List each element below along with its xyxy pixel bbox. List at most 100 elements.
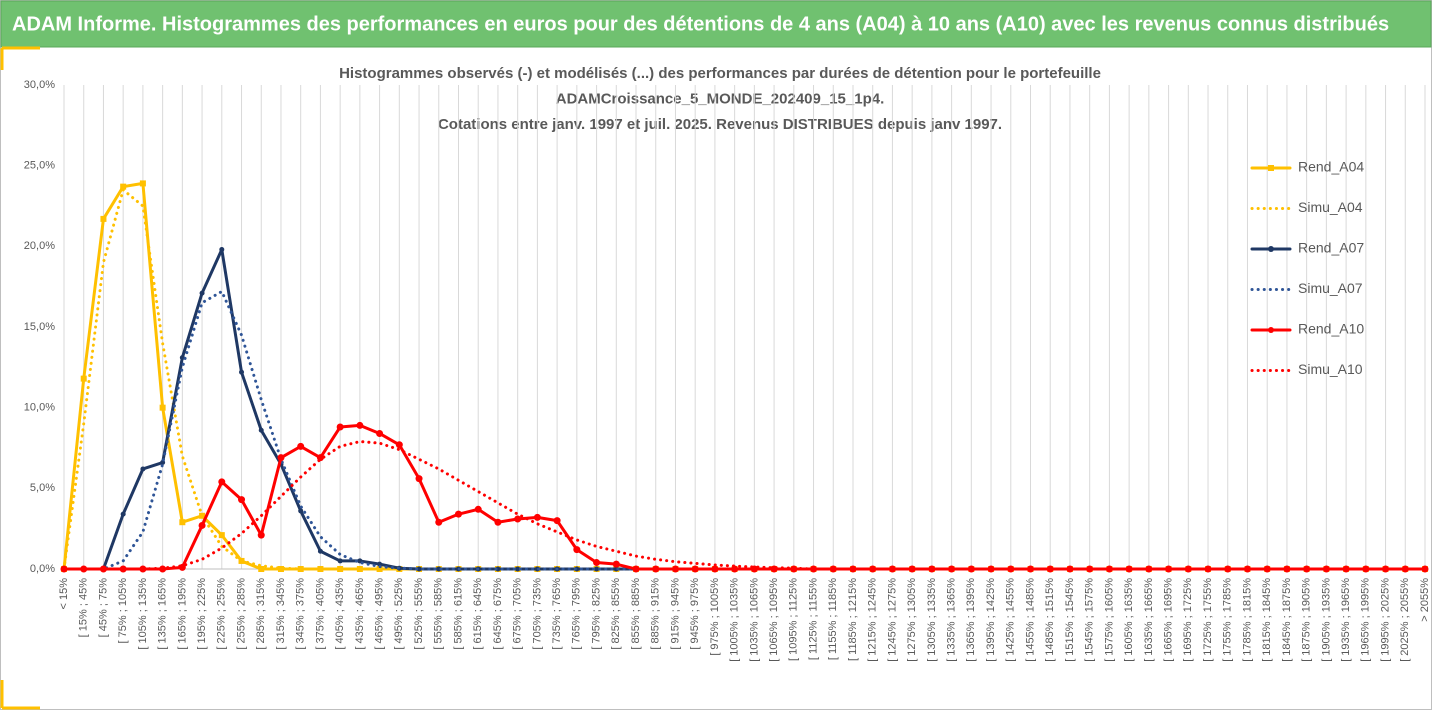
x-tick-label: [ 75% ; 105%: [117, 578, 129, 644]
legend-label: Rend_A04: [1298, 159, 1364, 175]
marker: [1342, 565, 1350, 573]
marker: [179, 355, 185, 361]
marker: [337, 566, 344, 572]
marker: [435, 518, 443, 526]
x-tick-label: [ 225% ; 255%: [216, 578, 228, 650]
marker: [99, 565, 107, 573]
marker: [298, 508, 304, 514]
marker: [1283, 565, 1291, 573]
marker: [1027, 565, 1035, 573]
marker: [356, 566, 363, 572]
legend-marker: [1268, 165, 1274, 171]
x-tick-label: [ 45% ; 75%: [97, 578, 109, 638]
x-tick-label: [ 1575% ; 1605%: [1103, 578, 1115, 662]
marker: [277, 454, 285, 462]
y-tick-label: 20,0%: [24, 240, 55, 252]
x-tick-label: [ 1215% ; 1245%: [867, 578, 879, 662]
marker: [395, 441, 403, 449]
y-tick-label: 30,0%: [24, 79, 55, 91]
x-tick-label: [ 165% ; 195%: [176, 578, 188, 650]
x-tick-label: [ 1035% ; 1065%: [748, 578, 760, 662]
x-tick-label: [ 1365% ; 1395%: [965, 578, 977, 662]
x-tick-label: [ 1905% ; 1935%: [1320, 578, 1332, 662]
x-tick-label: [ 435% ; 465%: [354, 578, 366, 650]
x-tick-label: [ 465% ; 495%: [374, 578, 386, 650]
marker: [80, 375, 87, 382]
marker: [119, 565, 127, 573]
marker: [691, 565, 699, 573]
x-tick-label: [ 405% ; 435%: [334, 578, 346, 650]
x-tick-label: [ 825% ; 855%: [610, 578, 622, 650]
chart-title: Histogrammes observés (-) et modélisés (…: [339, 65, 1101, 82]
marker: [416, 566, 422, 572]
marker: [1184, 565, 1192, 573]
x-tick-label: [ 915% ; 945%: [669, 578, 681, 650]
legend-label: Simu_A04: [1298, 199, 1363, 215]
x-tick-label: [ 1155% ; 1185%: [827, 578, 839, 660]
legend-label: Simu_A10: [1298, 361, 1363, 377]
marker: [218, 532, 225, 539]
marker: [199, 290, 205, 296]
x-tick-label: [ 1635% ; 1665%: [1143, 578, 1155, 662]
x-tick-label: < 15%: [58, 578, 70, 610]
marker: [257, 531, 265, 539]
y-tick-label: 5,0%: [30, 482, 55, 494]
x-tick-label: [ 555% ; 585%: [433, 578, 445, 650]
marker: [356, 421, 364, 429]
x-tick-label: [ 1305% ; 1335%: [926, 578, 938, 662]
x-tick-label: [ 735% ; 765%: [551, 578, 563, 650]
marker: [336, 423, 344, 431]
marker: [239, 369, 245, 375]
x-tick-label: [ 1785% ; 1815%: [1241, 578, 1253, 662]
x-tick-label: [ 585% ; 615%: [452, 578, 464, 650]
x-tick-label: [ 765% ; 795%: [571, 578, 583, 650]
x-tick-label: [ 1335% ; 1365%: [946, 578, 958, 662]
x-tick-label: [ 1395% ; 1425%: [985, 578, 997, 662]
marker: [1007, 565, 1015, 573]
marker: [1243, 565, 1251, 573]
marker: [1263, 565, 1271, 573]
chart-title: ADAMCroissance_5_MONDE_202409_15_1p4.: [556, 90, 885, 107]
marker: [317, 548, 323, 554]
x-tick-label: [ 1935% ; 1965%: [1340, 578, 1352, 662]
marker: [179, 519, 186, 526]
marker: [711, 565, 719, 573]
marker: [494, 518, 502, 526]
x-tick-label: [ 1065% ; 1095%: [768, 578, 780, 662]
x-tick-label: [ 255% ; 285%: [235, 578, 247, 650]
x-tick-label: [ 1005% ; 1035%: [729, 578, 741, 662]
marker: [515, 566, 521, 572]
x-tick-label: [ 1455% ; 1485%: [1024, 578, 1036, 662]
x-tick-label: [ 1845% ; 1875%: [1281, 578, 1293, 662]
x-tick-label: [ 1095% ; 1125%: [788, 578, 800, 661]
x-tick-label: [ 195% ; 225%: [196, 578, 208, 650]
x-tick-label: [ 2025% ; 2055%: [1399, 578, 1411, 662]
marker: [928, 565, 936, 573]
x-tick-label: [ 675% ; 705%: [512, 578, 524, 650]
x-tick-label: [ 885% ; 915%: [650, 578, 662, 650]
marker: [829, 565, 837, 573]
marker: [1165, 565, 1173, 573]
marker: [100, 215, 107, 222]
x-tick-label: [ 1965% ; 1995%: [1360, 578, 1372, 662]
marker: [553, 517, 561, 525]
marker: [671, 565, 679, 573]
x-tick-label: [ 645% ; 675%: [492, 578, 504, 650]
x-tick-label: [ 945% ; 975%: [689, 578, 701, 650]
x-tick-label: [ 105% ; 135%: [137, 578, 149, 650]
header-bar: [0, 0, 1432, 48]
x-tick-label: [ 855% ; 885%: [630, 578, 642, 650]
marker: [219, 247, 225, 253]
x-tick-label: [ 285% ; 315%: [255, 578, 267, 650]
legend-label: Rend_A07: [1298, 240, 1364, 256]
marker: [238, 496, 246, 504]
marker: [218, 478, 226, 486]
marker: [1086, 565, 1094, 573]
marker: [594, 566, 600, 572]
marker: [632, 565, 640, 573]
marker: [140, 466, 146, 472]
marker: [139, 180, 146, 187]
marker: [436, 566, 442, 572]
x-tick-label: [ 1185% ; 1215%: [847, 578, 859, 661]
legend-label: Simu_A07: [1298, 280, 1363, 296]
